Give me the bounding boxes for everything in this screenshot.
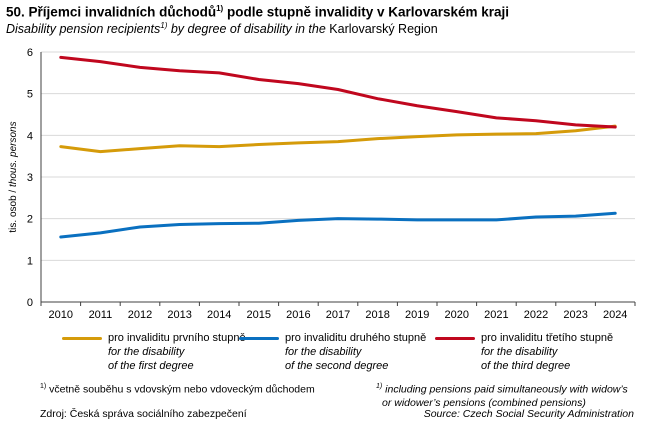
y-tick-label: 1 xyxy=(27,255,33,267)
y-tick-label: 6 xyxy=(27,47,33,59)
legend-swatch xyxy=(62,336,102,340)
x-tick-label: 2016 xyxy=(286,309,310,321)
x-tick-label: 2019 xyxy=(405,309,429,321)
legend-item-third-degree: pro invaliditu třetího stupně for the di… xyxy=(435,331,613,373)
legend-swatch xyxy=(435,336,475,340)
x-tick-label: 2021 xyxy=(484,309,508,321)
x-tick-label: 2020 xyxy=(445,309,469,321)
series-line-3 xyxy=(59,55,617,129)
x-tick-label: 2022 xyxy=(524,309,548,321)
y-tick-label: 4 xyxy=(27,130,33,142)
y-tick-label: 3 xyxy=(27,172,33,184)
y-tick-label: 5 xyxy=(27,89,33,101)
x-tick-label: 2014 xyxy=(207,309,231,321)
chart-subtitle: Disability pension recipients1) by degre… xyxy=(6,21,438,37)
x-tick-label: 2012 xyxy=(128,309,152,321)
y-axis-label: tis. osob / thous. persons xyxy=(8,121,19,232)
series-line-1 xyxy=(59,124,617,154)
source-cz: Zdroj: Česká správa sociálního zabezpeče… xyxy=(40,408,247,420)
y-tick-label: 0 xyxy=(27,297,33,309)
x-tick-label: 2011 xyxy=(89,309,113,321)
x-tick-label: 2017 xyxy=(326,309,350,321)
legend-item-second-degree: pro invaliditu druhého stupně for the di… xyxy=(239,331,426,373)
x-tick-label: 2010 xyxy=(49,309,73,321)
legend-item-first-degree: pro invaliditu prvního stupně for the di… xyxy=(62,331,246,373)
series-line-2 xyxy=(59,211,617,239)
x-tick-label: 2018 xyxy=(365,309,389,321)
footnote-cz: 1) včetně souběhu s vdovským nebo vdovec… xyxy=(40,383,315,396)
x-tick-label: 2013 xyxy=(167,309,191,321)
x-tick-label: 2024 xyxy=(603,309,627,321)
x-tick-label: 2015 xyxy=(247,309,271,321)
footnote-en: 1) including pensions paid simultaneousl… xyxy=(376,383,628,409)
source-en: Source: Czech Social Security Administra… xyxy=(423,408,634,420)
x-tick-label: 2023 xyxy=(563,309,587,321)
y-tick-label: 2 xyxy=(27,214,33,226)
legend-swatch xyxy=(239,336,279,340)
chart-title: 50. Příjemci invalidních důchodů1) podle… xyxy=(6,4,510,20)
